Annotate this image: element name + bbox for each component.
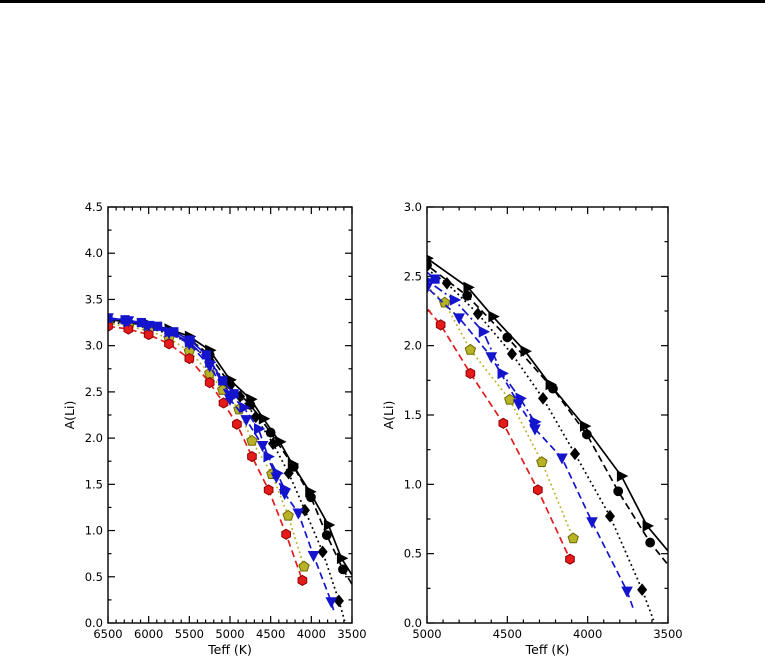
x-tick-label: 4500	[493, 627, 522, 641]
y-tick-label: 0.0	[85, 616, 103, 630]
series-black-solid-triangle-right	[427, 254, 668, 552]
y-tick-label: 2.5	[404, 269, 422, 283]
series-olive-dotted-pentagon	[427, 285, 579, 544]
right-panel-series-area	[427, 254, 668, 621]
left-panel-chart: 6500 6000 5500 5000 4500 4000 3500 0.0 0.5 1.0 1.5…	[62, 200, 367, 657]
x-tick-label: 3500	[337, 627, 366, 641]
y-tick-label: 2.0	[85, 431, 103, 445]
series-red-dashed-hexagon	[427, 307, 575, 565]
right-panel-chart: 5000 4500 4000 3500 0.0 0.5 1.0 1.5 2.0 2.5 3.0 Tef…	[381, 200, 683, 657]
right-panel-frame	[426, 206, 669, 624]
page-top-rule	[0, 0, 765, 3]
y-axis-label: A(Li)	[381, 401, 396, 430]
series-black-dashed-circle	[108, 315, 352, 585]
right-panel-axes	[426, 206, 669, 624]
y-tick-label: 0.5	[404, 547, 422, 561]
y-tick-label: 0.0	[404, 616, 422, 630]
y-tick-label: 3.0	[404, 200, 422, 214]
y-tick-label: 2.5	[85, 385, 103, 399]
x-axis-label: Teff (K)	[207, 642, 252, 657]
x-axis-label: Teff (K)	[525, 642, 570, 657]
y-tick-label: 0.5	[85, 570, 103, 584]
x-tick-label: 3500	[653, 627, 682, 641]
y-axis-label: A(Li)	[62, 401, 77, 430]
left-panel-frame	[107, 206, 353, 624]
y-tick-label: 4.5	[85, 200, 103, 214]
series-black-dotted-diamond	[427, 268, 655, 621]
x-tick-label: 5000	[412, 627, 441, 641]
y-tick-label: 1.0	[404, 477, 422, 491]
series-blue-dashed-triangle-down	[427, 282, 635, 610]
left-panel-axes	[107, 206, 353, 624]
series-black-dashed-circle	[427, 260, 668, 566]
x-tick-label: 4500	[256, 627, 285, 641]
y-tick-label: 3.0	[85, 339, 103, 353]
x-tick-label: 5500	[175, 627, 204, 641]
x-tick-label: 6000	[134, 627, 163, 641]
series-black-solid-triangle-right	[108, 315, 352, 576]
right-panel-tick-labels: 5000 4500 4000 3500 0.0 0.5 1.0 1.5 2.0 2.5 3.0	[404, 200, 683, 641]
series-black-dotted-diamond	[108, 315, 346, 622]
x-tick-label: 4000	[573, 627, 602, 641]
y-tick-label: 3.5	[85, 292, 103, 306]
left-panel-series-area	[108, 313, 352, 622]
x-tick-label: 6500	[93, 627, 122, 641]
x-tick-label: 5000	[215, 627, 244, 641]
y-tick-label: 4.0	[85, 246, 103, 260]
x-tick-label: 4000	[297, 627, 326, 641]
y-tick-label: 1.5	[404, 408, 422, 422]
series-blue-solid-square	[108, 313, 239, 399]
y-tick-label: 2.0	[404, 339, 422, 353]
series-blue-solid-square	[427, 271, 440, 284]
series-blue-dashdot-triangle-right	[427, 276, 542, 428]
y-tick-label: 1.0	[85, 524, 103, 538]
left-panel-tick-labels: 6500 6000 5500 5000 4500 4000 3500 0.0 0.5 1.0 1.5…	[85, 200, 367, 641]
y-tick-label: 1.5	[85, 477, 103, 491]
